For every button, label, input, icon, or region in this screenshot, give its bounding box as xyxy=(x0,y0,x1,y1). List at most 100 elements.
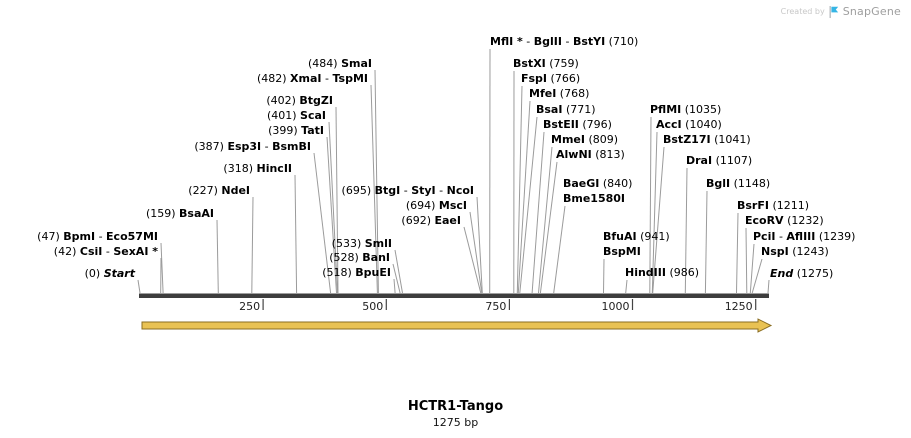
site-position: (42) xyxy=(53,245,80,258)
sequence-line[interactable] xyxy=(139,293,769,299)
site-position: (533) xyxy=(331,237,365,250)
site-label-bme1580i[interactable]: Bme1580I xyxy=(563,192,625,205)
site-name-separator: - xyxy=(400,184,412,197)
site-position: (768) xyxy=(556,87,590,100)
tick-label: 1250 xyxy=(725,300,753,313)
site-label-ndei[interactable]: (227) NdeI xyxy=(188,184,250,197)
site-label-baegi[interactable]: BaeGI (840) xyxy=(563,177,632,190)
site-connector-line xyxy=(531,131,545,294)
site-label-alwni[interactable]: AlwNI (813) xyxy=(556,148,625,161)
site-label-hincii[interactable]: (318) HincII xyxy=(223,162,292,175)
site-connector-line xyxy=(625,279,628,294)
site-label-smai[interactable]: (484) SmaI xyxy=(308,57,372,70)
site-position: (1107) xyxy=(712,154,753,167)
site-connector-line xyxy=(476,196,483,294)
site-label-scai[interactable]: (401) ScaI xyxy=(267,109,326,122)
site-position: (692) xyxy=(401,214,435,227)
site-label-smli[interactable]: (533) SmlI xyxy=(332,237,392,250)
site-label-drai[interactable]: DraI (1107) xyxy=(686,154,752,167)
site-label-tati[interactable]: (399) TatI xyxy=(268,124,324,137)
site-label-hindiii[interactable]: HindIII (986) xyxy=(625,266,699,279)
site-connector-line xyxy=(751,258,763,294)
site-label-pcii-afliii[interactable]: PciI - AflIII (1239) xyxy=(753,230,855,243)
enzyme-name: TspMI xyxy=(332,72,368,85)
enzyme-name: AlwNI xyxy=(556,148,592,161)
site-connector-line xyxy=(326,136,337,294)
enzyme-name: BanI xyxy=(362,251,390,264)
tick-label: 250 xyxy=(239,300,260,313)
site-label-bsai[interactable]: BsaI (771) xyxy=(536,103,596,116)
enzyme-name: DraI xyxy=(686,154,713,167)
site-label-bgli[interactable]: BglI (1148) xyxy=(706,177,770,190)
enzyme-name: AccI xyxy=(656,118,682,131)
site-position: (986) xyxy=(665,266,700,279)
site-connector-line xyxy=(651,131,658,294)
enzyme-name: MmeI xyxy=(551,133,585,146)
enzyme-name: SmaI xyxy=(341,57,372,70)
site-label-ecorv[interactable]: EcoRV (1232) xyxy=(745,214,824,227)
site-connector-line xyxy=(328,121,338,294)
site-label-pflmi[interactable]: PflMI (1035) xyxy=(650,103,721,116)
site-label-acci[interactable]: AccI (1040) xyxy=(656,118,722,131)
site-label-mfei[interactable]: MfeI (768) xyxy=(529,87,589,100)
site-connector-line xyxy=(370,84,378,294)
site-label-end[interactable]: End (1275) xyxy=(770,267,833,280)
site-name-separator: - xyxy=(435,184,447,197)
site-position: (695) xyxy=(341,184,375,197)
enzyme-name: BglI xyxy=(706,177,731,190)
site-label-bspmi[interactable]: BspMI xyxy=(603,245,641,258)
enzyme-name: MfeI xyxy=(529,87,557,100)
site-position: (401) xyxy=(266,109,301,122)
site-connector-line xyxy=(767,279,770,294)
site-label-btgi-styi-ncoi[interactable]: (695) BtgI - StyI - NcoI xyxy=(342,184,474,197)
map-title: HCTR1-Tango xyxy=(407,399,504,414)
site-label-start[interactable]: (0) Start xyxy=(85,267,135,280)
site-connector-line xyxy=(519,116,538,294)
site-position: (47) xyxy=(37,230,64,243)
orf-arrow[interactable] xyxy=(141,318,773,333)
site-position: (1232) xyxy=(783,214,824,227)
site-label-bsrfi[interactable]: BsrFI (1211) xyxy=(737,199,809,212)
site-label-btgzi[interactable]: (402) BtgZI xyxy=(266,94,333,107)
enzyme-name: BtgI xyxy=(374,184,401,197)
site-label-bani[interactable]: (528) BanI xyxy=(329,251,390,264)
site-position: (399) xyxy=(268,124,302,137)
enzyme-name: BsaI xyxy=(536,103,563,116)
site-label-bfuai[interactable]: BfuAI (941) xyxy=(603,230,670,243)
enzyme-name: Esp3I xyxy=(227,140,262,153)
enzyme-name: HincII xyxy=(256,162,292,175)
enzyme-name: BstEII xyxy=(543,118,579,131)
site-label-bsaai[interactable]: (159) BsaAI xyxy=(146,207,214,220)
site-label-csii-sexai[interactable]: (42) CsiI - SexAI * xyxy=(54,245,158,258)
site-label-msci[interactable]: (694) MscI xyxy=(406,199,467,212)
site-label-fspi[interactable]: FspI (766) xyxy=(521,72,580,85)
enzyme-name: BpuEI xyxy=(355,266,391,279)
site-connector-line xyxy=(216,219,219,294)
site-position: (528) xyxy=(329,251,363,264)
site-position: (402) xyxy=(266,94,300,107)
site-label-xmai-tspmi[interactable]: (482) XmaI - TspMI xyxy=(257,72,368,85)
site-name-separator: - xyxy=(561,35,573,48)
site-position: (771) xyxy=(562,103,596,116)
site-position: (1211) xyxy=(768,199,810,212)
site-label-bpuei[interactable]: (518) BpuEI xyxy=(322,266,391,279)
enzyme-name: Start xyxy=(103,267,135,280)
site-label-bsteii[interactable]: BstEII (796) xyxy=(543,118,612,131)
site-connector-line xyxy=(517,100,531,294)
site-connector-line xyxy=(704,190,708,294)
site-connector-line xyxy=(749,243,755,294)
site-connector-line xyxy=(538,146,553,294)
site-label-mmei[interactable]: MmeI (809) xyxy=(551,133,618,146)
enzyme-name: BpmI xyxy=(63,230,96,243)
enzyme-name: BstXI xyxy=(513,57,546,70)
site-label-bstz17i[interactable]: BstZ17I (1041) xyxy=(663,133,751,146)
site-label-eaei[interactable]: (692) EaeI xyxy=(401,214,461,227)
site-label-bstxi[interactable]: BstXI (759) xyxy=(513,57,579,70)
site-label-esp3i-bsmbi[interactable]: (387) Esp3I - BsmBI xyxy=(194,140,311,153)
site-label-bpmi-eco57mi[interactable]: (47) BpmI - Eco57MI xyxy=(37,230,158,243)
site-label-mfli-bglii-bstyi[interactable]: MflI * - BglII - BstYI (710) xyxy=(490,35,638,48)
snapgene-logo-icon xyxy=(829,5,839,18)
site-label-nspi[interactable]: NspI (1243) xyxy=(761,245,829,258)
